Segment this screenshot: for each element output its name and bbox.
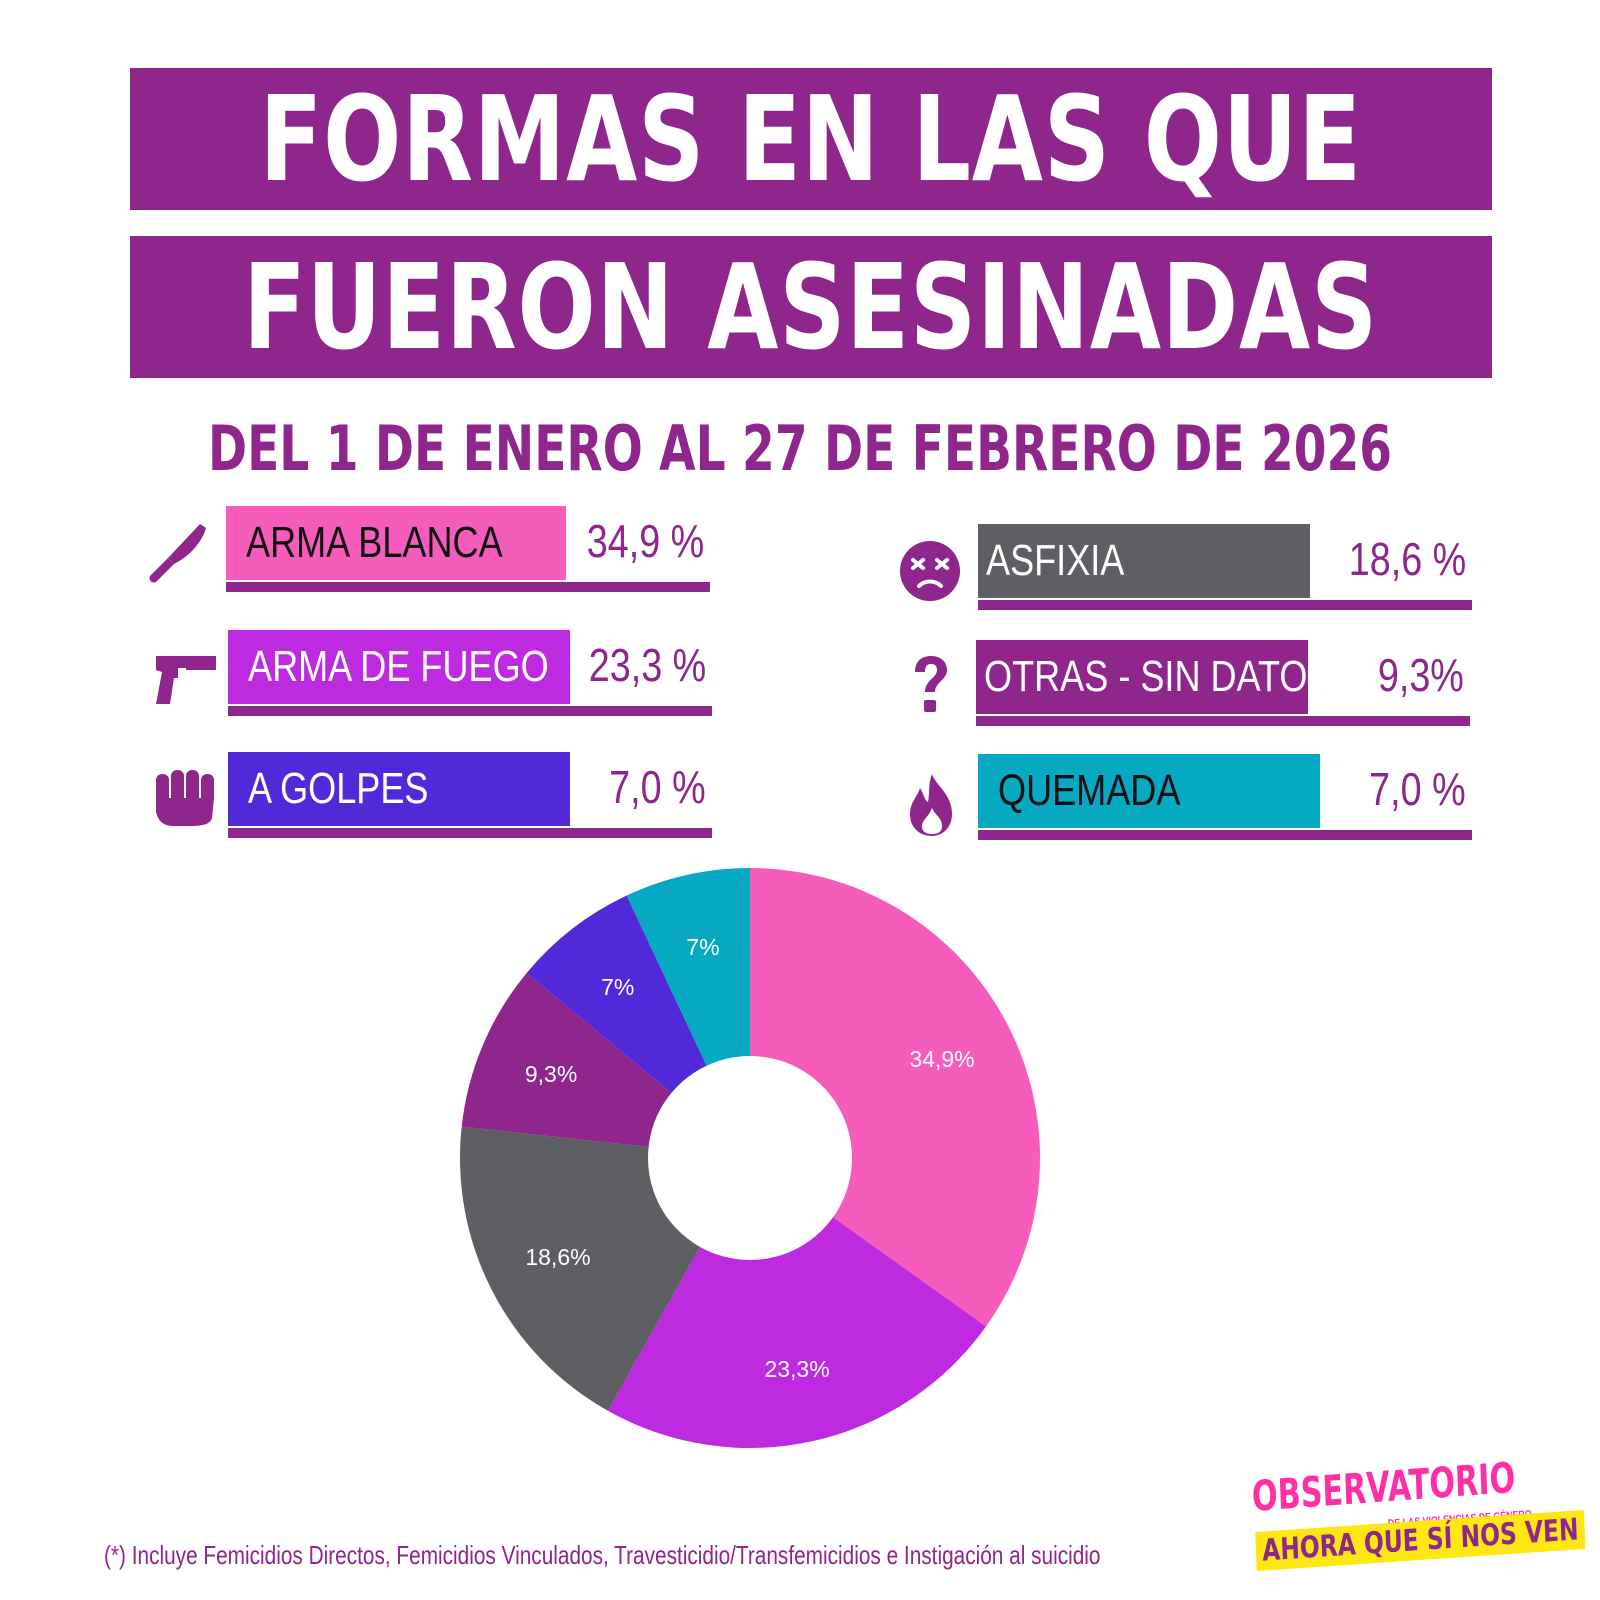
category-percent: 18,6 % [1348, 533, 1466, 585]
category-bar: ARMA DE FUEGO [228, 630, 570, 704]
category-label: ARMA BLANCA [246, 518, 503, 567]
title-band-1: FORMAS EN LAS QUE [130, 68, 1492, 210]
category-underline [976, 716, 1470, 726]
category-bar: QUEMADA [978, 754, 1320, 828]
dizzy-face-icon [895, 536, 965, 606]
subtitle: DEL 1 DE ENERO AL 27 DE FEBRERO DE 2026 [0, 412, 1600, 485]
category-label: ARMA DE FUEGO [248, 642, 549, 691]
category-row-asfixia: ASFIXIA 18,6 % [978, 524, 1472, 610]
category-underline [228, 706, 712, 716]
category-row-quemada: QUEMADA 7,0 % [978, 754, 1472, 840]
category-label: OTRAS - SIN DATOS [984, 652, 1332, 701]
donut-slice-label: 23,3% [764, 1356, 829, 1382]
donut-chart-svg: 34,9% 23,3% 18,6% 9,3% 7% 7% [460, 868, 1040, 1448]
donut-slice [461, 972, 672, 1147]
category-row-arma-de-fuego: ARMA DE FUEGO 23,3 % [228, 630, 712, 716]
category-percent: 9,3% [1378, 649, 1464, 701]
title-band-2: FUERON ASESINADAS [130, 236, 1492, 378]
category-label: QUEMADA [998, 766, 1181, 815]
category-row-otras-sin-datos: OTRAS - SIN DATOS 9,3% [976, 640, 1470, 726]
category-label: ASFIXIA [986, 536, 1125, 585]
category-row-arma-blanca: ARMA BLANCA 34,9 % [226, 506, 710, 592]
category-bar: OTRAS - SIN DATOS [976, 640, 1331, 714]
question-icon [895, 650, 965, 720]
donut-slice-label: 34,9% [909, 1046, 974, 1072]
logo-line-1: OBSERVATORIO [1251, 1452, 1517, 1521]
donut-slice [526, 895, 707, 1093]
donut-slice [626, 868, 750, 1066]
category-bar: ASFIXIA [978, 524, 1310, 598]
category-label: A GOLPES [248, 764, 429, 813]
footnote: (*) Incluye Femicidios Directos, Femicid… [104, 1540, 1101, 1570]
category-underline [226, 582, 710, 592]
category-bar: A GOLPES [228, 752, 570, 826]
knife-icon [142, 518, 212, 588]
fire-icon [898, 770, 968, 840]
donut-slice [750, 868, 1040, 1327]
gun-icon [152, 644, 222, 714]
donut-chart: 34,9% 23,3% 18,6% 9,3% 7% 7% [460, 868, 1060, 1468]
observatorio-logo: OBSERVATORIO DE LAS VIOLENCIAS DE GÉNERO… [1251, 1453, 1586, 1582]
category-underline [978, 830, 1472, 840]
donut-slice-label: 7% [686, 934, 719, 960]
category-percent: 23,3 % [588, 639, 706, 691]
category-percent: 7,0 % [609, 761, 706, 813]
subtitle-text: DEL 1 DE ENERO AL 27 DE FEBRERO DE 2026 [207, 412, 1393, 485]
donut-slice-label: 7% [601, 974, 634, 1000]
category-bar: ARMA BLANCA [226, 506, 566, 580]
category-underline [228, 828, 712, 838]
category-percent: 34,9 % [586, 515, 704, 567]
donut-slice-label: 9,3% [525, 1061, 577, 1087]
category-percent: 7,0 % [1369, 763, 1466, 815]
title-line-2: FUERON ASESINADAS [243, 238, 1379, 376]
donut-slice [608, 1217, 987, 1448]
title-line-1: FORMAS EN LAS QUE [259, 70, 1363, 208]
category-row-a-golpes: A GOLPES 7,0 % [228, 752, 712, 838]
donut-slice [460, 1126, 701, 1411]
fist-icon [150, 760, 220, 830]
category-underline [978, 600, 1472, 610]
donut-slice-label: 18,6% [525, 1244, 590, 1270]
